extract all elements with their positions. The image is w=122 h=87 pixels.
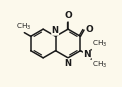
Text: N: N <box>83 50 91 59</box>
Text: CH$_3$: CH$_3$ <box>92 39 107 49</box>
Text: O: O <box>85 25 93 34</box>
Text: CH$_3$: CH$_3$ <box>92 60 107 70</box>
Text: CH$_3$: CH$_3$ <box>16 22 32 32</box>
Text: O: O <box>64 11 72 20</box>
Text: N: N <box>65 59 72 68</box>
Text: N: N <box>52 26 59 35</box>
